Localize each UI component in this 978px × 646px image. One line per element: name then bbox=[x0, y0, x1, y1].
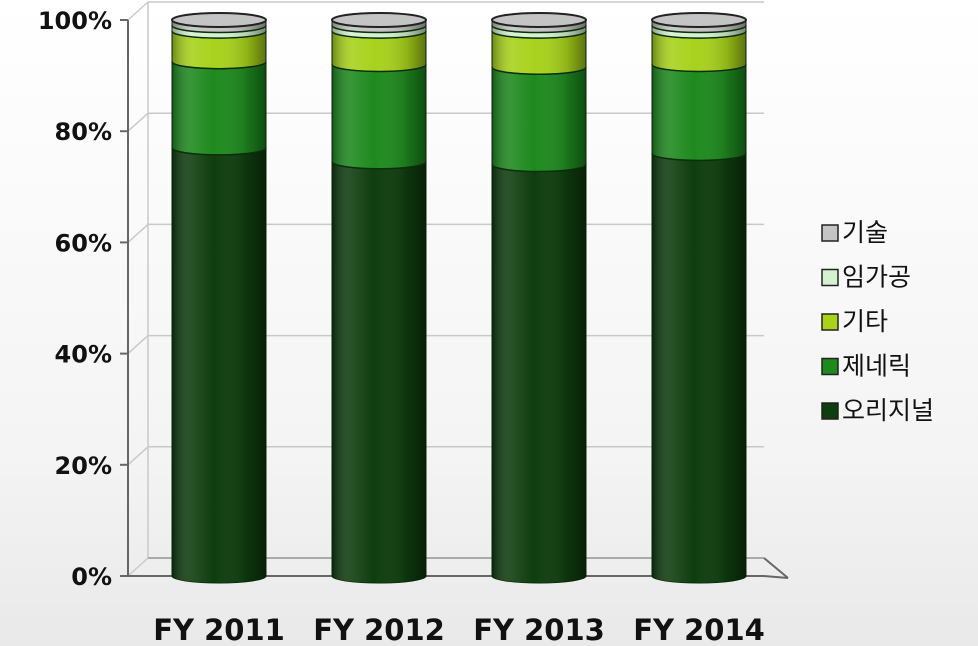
gridline-diag-4 bbox=[127, 112, 149, 132]
bar-shade-fy-2013-s0 bbox=[492, 164, 586, 583]
bar-seam-fy-2014-s0 bbox=[651, 153, 747, 162]
bar-seam-fy-2014-s1 bbox=[651, 64, 747, 73]
x-label-fy-2014: FY 2014 bbox=[633, 613, 765, 646]
bar-seam-fy-2013-s0 bbox=[491, 164, 587, 173]
y-tick-label-5: 100% bbox=[38, 7, 112, 35]
bar-top-cap-fy-2011 bbox=[171, 12, 267, 28]
bar-shade-fy-2011-s2 bbox=[172, 31, 266, 69]
legend-item-0: 기술 bbox=[821, 218, 888, 247]
bar-shade-fy-2014-s0 bbox=[652, 153, 746, 583]
legend-item-1: 임가공 bbox=[821, 263, 911, 292]
bar-shade-fy-2012-s1 bbox=[332, 64, 426, 169]
legend-item-4: 오리지널 bbox=[821, 396, 934, 425]
bar-seam-fy-2011-s0 bbox=[171, 147, 267, 156]
bar-seam-fy-2012-s0 bbox=[331, 161, 427, 170]
bar-shade-fy-2013-s1 bbox=[492, 67, 586, 172]
legend-swatch-4 bbox=[821, 402, 839, 420]
y-tick-label-3: 60% bbox=[55, 229, 112, 257]
bar-shade-fy-2014-s4 bbox=[652, 20, 746, 33]
bar-seam-fy-2012-s3 bbox=[331, 25, 427, 34]
x-label-fy-2012: FY 2012 bbox=[313, 613, 445, 646]
bar-shade-fy-2014-s1 bbox=[652, 64, 746, 161]
bar-seam-fy-2014-s3 bbox=[651, 25, 747, 34]
bar-top-cap-fy-2014 bbox=[651, 12, 747, 28]
legend-label-3: 제네릭 bbox=[842, 352, 911, 381]
legend-swatch-3 bbox=[821, 357, 839, 376]
bar-fy-2014 bbox=[651, 12, 747, 584]
bars bbox=[171, 12, 747, 584]
y-tick-labels: 0% 20% 40% 60% 80% 100% bbox=[38, 7, 112, 591]
bar-shade-fy-2014-s2 bbox=[652, 31, 746, 72]
bar-seam-fy-2013-s2 bbox=[491, 30, 587, 39]
bar-seam-fy-2012-s1 bbox=[331, 64, 427, 73]
bar-fy-2013 bbox=[491, 12, 587, 584]
bar-seam-fy-2012-s2 bbox=[331, 30, 427, 39]
bar-shade-fy-2013-s4 bbox=[492, 20, 586, 33]
bar-shade-fy-2011-s1 bbox=[172, 61, 266, 155]
legend-swatch-1 bbox=[821, 268, 839, 287]
x-axis-depth bbox=[763, 557, 789, 579]
bar-seam-fy-2014-s2 bbox=[651, 30, 747, 39]
bar-fy-2012 bbox=[331, 12, 427, 584]
bar-seam-fy-2011-s1 bbox=[171, 61, 267, 70]
x-label-fy-2011: FY 2011 bbox=[153, 613, 285, 646]
bar-shade-fy-2012-s2 bbox=[332, 31, 426, 72]
bar-seam-fy-2011-s3 bbox=[171, 25, 267, 34]
bar-shade-fy-2011-s4 bbox=[172, 20, 266, 33]
bar-shade-fy-2013-s2 bbox=[492, 31, 586, 75]
x-category-labels: FY 2011 FY 2012 FY 2013 FY 2014 bbox=[153, 613, 765, 646]
y-tick-label-2: 40% bbox=[55, 341, 112, 369]
bar-shade-fy-2013-s3 bbox=[492, 25, 586, 39]
y-tick-label-0: 0% bbox=[71, 563, 112, 591]
gridline-diag-0 bbox=[127, 557, 149, 577]
gridline-diag-5 bbox=[127, 1, 149, 21]
bar-shade-fy-2012-s3 bbox=[332, 25, 426, 39]
legend-label-4: 오리지널 bbox=[842, 396, 934, 425]
bar-shade-fy-2011-s3 bbox=[172, 25, 266, 39]
x-label-fy-2013: FY 2013 bbox=[473, 613, 605, 646]
bar-top-cap-fy-2012 bbox=[331, 12, 427, 28]
legend-item-2: 기타 bbox=[821, 307, 888, 336]
gridline-diag-3 bbox=[127, 223, 149, 243]
bar-shade-fy-2014-s3 bbox=[652, 25, 746, 39]
bar-shade-fy-2011-s0 bbox=[172, 147, 266, 583]
legend-label-1: 임가공 bbox=[842, 263, 911, 292]
legend-item-3: 제네릭 bbox=[821, 352, 911, 381]
bar-top-cap-fy-2013 bbox=[491, 12, 587, 28]
gridline-diag-1 bbox=[127, 446, 149, 466]
bar-shade-fy-2012-s0 bbox=[332, 161, 426, 583]
legend-swatch-0 bbox=[821, 224, 839, 242]
legend-label-2: 기타 bbox=[842, 307, 888, 336]
bar-shade-fy-2012-s4 bbox=[332, 20, 426, 33]
bar-fy-2011 bbox=[171, 12, 267, 584]
y-tick-label-4: 80% bbox=[55, 118, 112, 146]
legend-swatch-2 bbox=[821, 313, 839, 331]
bar-seam-fy-2013-s3 bbox=[491, 25, 587, 34]
y-tick-label-1: 20% bbox=[55, 452, 112, 480]
gridline-diag-2 bbox=[127, 335, 149, 355]
legend-label-0: 기술 bbox=[842, 218, 888, 247]
bar-seam-fy-2013-s1 bbox=[491, 66, 587, 76]
bar-seam-fy-2011-s2 bbox=[171, 30, 267, 39]
